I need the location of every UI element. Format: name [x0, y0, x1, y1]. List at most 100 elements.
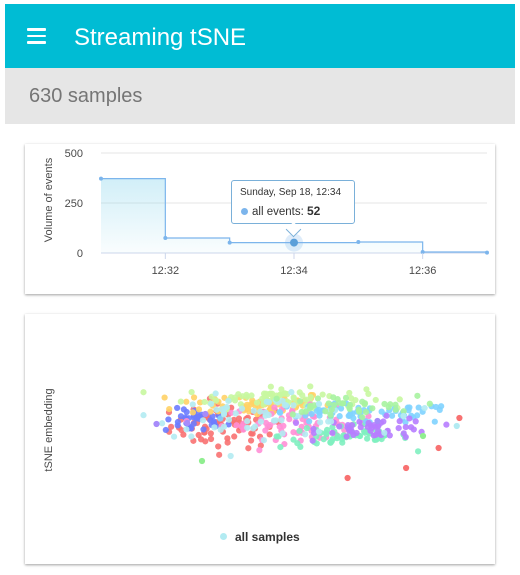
scatter-point[interactable] — [198, 457, 206, 465]
scatter-point[interactable] — [386, 432, 393, 439]
scatter-point[interactable] — [432, 403, 440, 411]
scatter-point[interactable] — [243, 391, 250, 398]
scatter-point[interactable] — [211, 424, 218, 431]
scatter-point[interactable] — [223, 403, 230, 411]
scatter-point[interactable] — [356, 408, 363, 415]
scatter-point[interactable] — [183, 398, 190, 405]
scatter-point[interactable] — [344, 474, 351, 482]
scatter-point[interactable] — [262, 409, 269, 416]
scatter-point[interactable] — [189, 409, 197, 416]
scatter-point[interactable] — [325, 400, 332, 407]
scatter-point[interactable] — [343, 433, 350, 440]
scatter-point[interactable] — [392, 406, 399, 413]
scatter-point[interactable] — [225, 416, 233, 423]
scatter-point[interactable] — [279, 397, 286, 404]
scatter-point[interactable] — [248, 430, 255, 437]
scatter-point[interactable] — [260, 437, 267, 444]
scatter-point[interactable] — [168, 423, 175, 430]
scatter-point[interactable] — [217, 415, 224, 422]
scatter-point[interactable] — [233, 422, 240, 429]
scatter-point[interactable] — [174, 422, 181, 429]
scatter-point[interactable] — [322, 408, 329, 415]
scatter-point[interactable] — [431, 418, 438, 425]
scatter-point[interactable] — [190, 420, 197, 427]
scatter-point[interactable] — [231, 433, 238, 440]
scatter-point[interactable] — [196, 399, 204, 406]
scatter-point[interactable] — [197, 436, 205, 443]
scatter-point[interactable] — [265, 399, 272, 406]
scatter-point[interactable] — [165, 416, 172, 423]
scatter-point[interactable] — [199, 417, 207, 424]
scatter-point[interactable] — [257, 408, 264, 415]
scatter-point[interactable] — [180, 406, 187, 413]
scatter-point[interactable] — [276, 409, 283, 416]
scatter-point[interactable] — [225, 421, 232, 428]
scatter-point[interactable] — [419, 432, 427, 440]
scatter-point[interactable] — [339, 400, 346, 407]
scatter-point[interactable] — [277, 391, 284, 398]
scatter-point[interactable] — [327, 411, 334, 418]
scatter-point[interactable] — [402, 433, 409, 441]
scatter-point[interactable] — [290, 436, 297, 443]
scatter-point[interactable] — [188, 425, 195, 432]
scatter-point[interactable] — [385, 404, 392, 411]
scatter-point[interactable] — [140, 412, 147, 419]
scatter-point[interactable] — [327, 418, 335, 425]
scatter-point[interactable] — [456, 414, 463, 422]
scatter-point[interactable] — [406, 415, 413, 422]
scatter-point[interactable] — [184, 419, 191, 427]
scatter-point[interactable] — [279, 430, 286, 437]
scatter-point[interactable] — [381, 429, 388, 436]
scatter-point[interactable] — [247, 437, 255, 444]
scatter-point[interactable] — [202, 410, 209, 418]
scatter-point[interactable] — [443, 421, 450, 428]
scatter-point[interactable] — [329, 429, 336, 437]
legend-label[interactable]: all samples — [235, 529, 300, 544]
scatter-point[interactable] — [307, 393, 314, 401]
scatter-point[interactable] — [396, 396, 403, 403]
scatter-point[interactable] — [415, 404, 422, 411]
scatter-point[interactable] — [361, 401, 368, 408]
scatter-point[interactable] — [346, 389, 353, 397]
scatter-point[interactable] — [273, 433, 280, 440]
scatter-point[interactable] — [383, 412, 390, 419]
scatter-point[interactable] — [190, 394, 198, 401]
data-point[interactable] — [420, 250, 425, 254]
scatter-point[interactable] — [153, 420, 160, 428]
scatter-point[interactable] — [177, 398, 184, 405]
scatter-point[interactable] — [362, 408, 370, 416]
scatter-point[interactable] — [329, 436, 336, 443]
scatter-point[interactable] — [374, 417, 381, 425]
scatter-point[interactable] — [292, 419, 300, 427]
data-point[interactable] — [227, 240, 232, 245]
tsne-scatter-chart[interactable]: tSNE embedding — [25, 314, 495, 564]
scatter-point[interactable] — [290, 394, 297, 401]
scatter-point[interactable] — [334, 396, 341, 403]
legend[interactable]: all samples — [220, 528, 300, 544]
scatter-point[interactable] — [161, 394, 168, 401]
volume-chart[interactable]: 0 250 500 12:32 12:34 12:36 Volume of events — [25, 144, 495, 294]
scatter-point[interactable] — [212, 397, 220, 404]
scatter-point[interactable] — [414, 392, 421, 399]
scatter-point[interactable] — [372, 396, 379, 404]
scatter-point[interactable] — [253, 399, 261, 406]
scatter-point[interactable] — [314, 395, 322, 402]
scatter-point[interactable] — [421, 404, 428, 412]
scatter-point[interactable] — [140, 389, 147, 396]
scatter-point[interactable] — [359, 414, 366, 421]
scatter-point[interactable] — [250, 407, 257, 414]
scatter-point[interactable] — [395, 424, 402, 432]
scatter-point[interactable] — [244, 404, 252, 412]
scatter-point[interactable] — [316, 407, 323, 414]
scatter-point[interactable] — [364, 435, 371, 442]
scatter-point[interactable] — [189, 401, 196, 408]
scatter-point[interactable] — [346, 401, 354, 409]
scatter-point[interactable] — [320, 436, 327, 443]
scatter-point[interactable] — [410, 426, 417, 433]
scatter-point[interactable] — [271, 404, 278, 411]
scatter-point[interactable] — [215, 443, 222, 450]
scatter-point[interactable] — [207, 430, 214, 437]
scatter-point[interactable] — [207, 435, 215, 443]
scatter-point[interactable] — [238, 405, 246, 412]
scatter-point[interactable] — [230, 416, 238, 423]
